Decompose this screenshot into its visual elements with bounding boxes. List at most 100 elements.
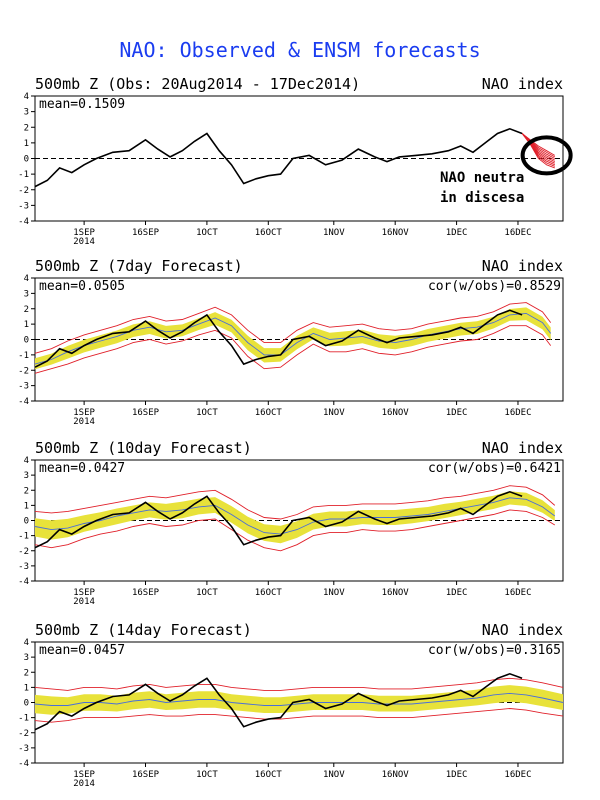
panel-title: 500mb Z (7day Forecast) — [35, 257, 243, 275]
x-tick-label: 16NOV — [382, 770, 410, 780]
x-tick-label: 16OCT — [255, 228, 283, 238]
x-tick-label: 1DEC — [446, 770, 468, 780]
y-tick-label: 0 — [24, 336, 29, 346]
mean-label-bg — [37, 643, 139, 657]
forecast-mean-line — [34, 497, 556, 535]
y-tick-label: 0 — [24, 699, 29, 709]
y-tick-label: -1 — [18, 714, 29, 724]
y-tick-label: 0 — [24, 155, 29, 165]
y-tick-label: 2 — [24, 305, 29, 315]
x-tick-label: 16OCT — [255, 588, 283, 598]
x-tick-label: 16SEP — [132, 770, 160, 780]
x-tick-year-label: 2014 — [73, 237, 95, 247]
x-tick-label: 1OCT — [196, 770, 218, 780]
x-tick-label: 1OCT — [196, 588, 218, 598]
panel-index-label: NAO index — [482, 439, 563, 457]
y-tick-label: 0 — [24, 517, 29, 527]
y-tick-label: -1 — [18, 532, 29, 542]
forecast-lower-line — [34, 708, 564, 723]
correlation-label: cor(w/obs)=0.6421 — [428, 461, 561, 476]
y-tick-label: 4 — [24, 638, 29, 648]
y-tick-label: -4 — [18, 577, 29, 587]
cor-label-bg — [413, 461, 561, 475]
mean-label: mean=0.1509 — [39, 97, 125, 112]
mean-label-bg — [37, 97, 139, 111]
annotation-line-2: in discesa — [440, 190, 524, 206]
highlight-circle — [520, 135, 573, 176]
panel-3: 500mb Z (10day Forecast) NAO index -4 -3 -2 -… — [18, 439, 564, 607]
panel-title: 500mb Z (Obs: 20Aug2014 - 17Dec2014) — [35, 75, 360, 93]
x-tick-label: 16NOV — [382, 228, 410, 238]
y-tick-label: 2 — [24, 486, 29, 496]
panel-index-label: NAO index — [482, 621, 563, 639]
correlation-label: cor(w/obs)=0.8529 — [428, 279, 561, 294]
x-tick-year-label: 2014 — [73, 417, 95, 427]
x-tick-label: 1OCT — [196, 408, 218, 418]
ensemble-spread-band — [35, 491, 555, 544]
x-tick-label: 1DEC — [446, 408, 468, 418]
y-tick-label: -4 — [18, 759, 29, 769]
x-tick-label: 1DEC — [446, 228, 468, 238]
x-tick-label: 1NOV — [323, 228, 345, 238]
mean-label: mean=0.0457 — [39, 643, 125, 658]
y-tick-label: 1 — [24, 501, 29, 511]
observed-nao-line — [34, 309, 523, 368]
y-tick-label: 4 — [24, 92, 29, 102]
y-tick-label: 2 — [24, 123, 29, 133]
forecast-mean-line — [34, 312, 552, 365]
mean-label-bg — [37, 461, 139, 475]
y-tick-label: -3 — [18, 382, 29, 392]
y-tick-label: 2 — [24, 668, 29, 678]
x-tick-label: 16DEC — [504, 408, 531, 418]
x-tick-label: 16NOV — [382, 408, 410, 418]
y-tick-label: -2 — [18, 186, 29, 196]
x-tick-label: 16DEC — [504, 588, 531, 598]
x-tick-label: 16SEP — [132, 228, 160, 238]
y-tick-label: -3 — [18, 201, 29, 211]
x-tick-label: 1OCT — [196, 228, 218, 238]
x-tick-label: 1SEP — [73, 228, 95, 238]
panel-index-label: NAO index — [482, 257, 563, 275]
x-tick-label: 1SEP — [73, 408, 95, 418]
x-tick-label: 16SEP — [132, 588, 160, 598]
annotation-line-1: NAO neutra — [440, 170, 524, 186]
x-tick-label: 1NOV — [323, 770, 345, 780]
cor-label-bg — [413, 643, 561, 657]
x-tick-label: 16NOV — [382, 588, 410, 598]
y-tick-label: 4 — [24, 456, 29, 466]
y-tick-label: -1 — [18, 351, 29, 361]
ensemble-spread-band — [35, 685, 563, 715]
panel-2: 500mb Z (7day Forecast) NAO index -4 -3 -2 -1… — [18, 257, 564, 427]
observed-nao-line — [34, 127, 523, 188]
y-tick-label: 3 — [24, 653, 29, 663]
y-tick-label: -2 — [18, 366, 29, 376]
observed-nao-line — [34, 672, 523, 731]
mean-label: mean=0.0505 — [39, 279, 125, 294]
x-tick-year-label: 2014 — [73, 597, 95, 607]
y-tick-label: 3 — [24, 108, 29, 118]
y-tick-label: -4 — [18, 217, 29, 227]
y-tick-label: 3 — [24, 471, 29, 481]
x-tick-label: 1NOV — [323, 408, 345, 418]
x-tick-label: 16DEC — [504, 770, 531, 780]
panel-4: 500mb Z (14day Forecast) NAO index -4 -3 -2 -… — [18, 621, 564, 789]
forecast-member-line — [521, 133, 555, 169]
x-tick-label: 16OCT — [255, 770, 283, 780]
panel-title: 500mb Z (14day Forecast) — [35, 621, 252, 639]
mean-label-bg — [37, 279, 139, 293]
x-tick-label: 1SEP — [73, 770, 95, 780]
forecast-upper-line — [34, 677, 564, 691]
x-tick-year-label: 2014 — [73, 779, 95, 789]
mean-label: mean=0.0427 — [39, 461, 125, 476]
x-tick-label: 1DEC — [446, 588, 468, 598]
y-tick-label: 1 — [24, 139, 29, 149]
forecast-upper-line — [34, 302, 552, 354]
x-tick-label: 16SEP — [132, 408, 160, 418]
forecast-lower-line — [34, 325, 552, 374]
y-tick-label: 3 — [24, 289, 29, 299]
y-tick-label: -4 — [18, 397, 29, 407]
y-tick-label: -3 — [18, 562, 29, 572]
panel-1: 500mb Z (Obs: 20Aug2014 - 17Dec2014) NAO … — [18, 75, 573, 247]
